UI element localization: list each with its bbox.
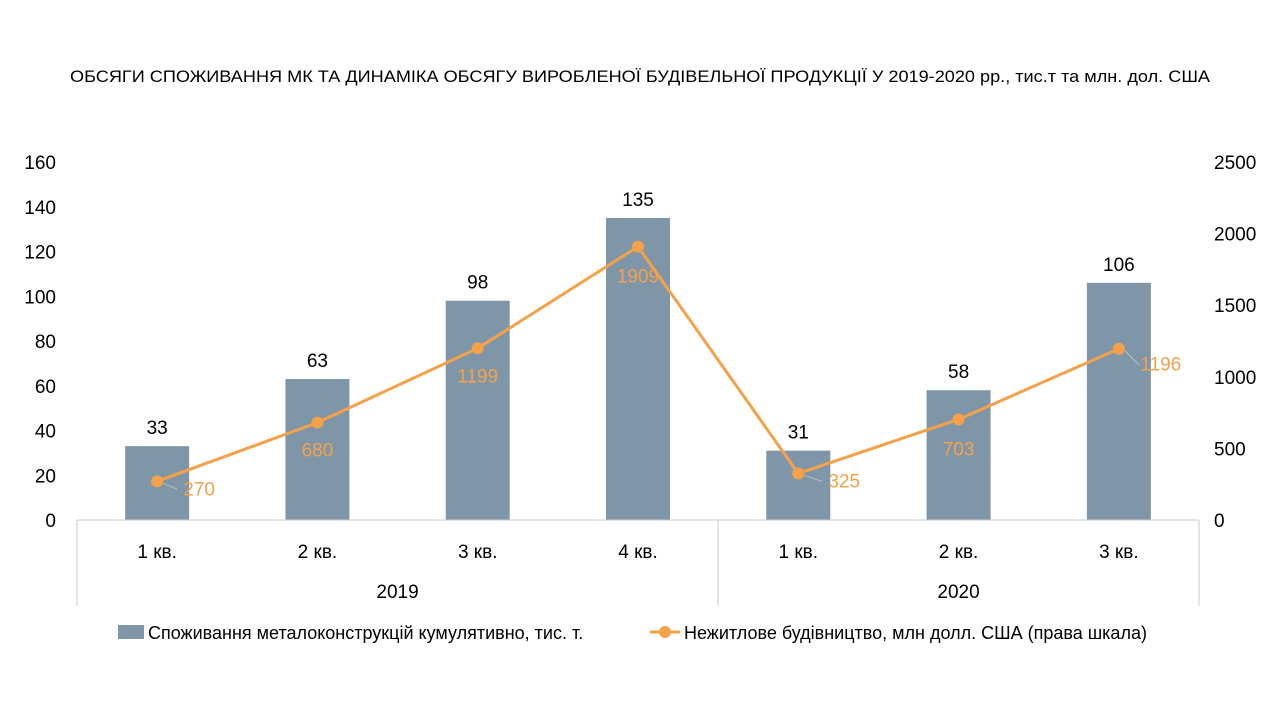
line-value-label: 1909	[617, 267, 659, 288]
bar-value-label: 33	[147, 418, 168, 439]
legend-bar-swatch	[118, 625, 144, 639]
x-group-label: 2020	[937, 582, 979, 603]
y-left-tick-label: 60	[35, 377, 56, 398]
bar-value-label: 98	[467, 273, 488, 294]
legend-bar-label: Споживання металоконструкцій кумулятивно…	[148, 623, 583, 643]
y-left-tick-label: 160	[24, 153, 56, 174]
y-left-tick-label: 100	[24, 287, 56, 308]
bar-value-label: 58	[948, 362, 969, 383]
x-category-label: 3 кв.	[458, 542, 498, 563]
bar	[606, 217, 670, 520]
y-right-tick-label: 500	[1214, 439, 1246, 460]
bar	[766, 450, 831, 520]
line-label-leader	[162, 482, 178, 490]
bar-value-label: 106	[1103, 255, 1135, 276]
bar	[445, 300, 510, 520]
y-left-tick-label: 40	[35, 422, 56, 443]
line-value-label: 680	[302, 441, 334, 462]
x-category-label: 3 кв.	[1099, 542, 1139, 563]
y-right-tick-label: 1500	[1214, 296, 1256, 317]
line-label-leader	[1124, 350, 1140, 366]
line-label-leader	[804, 474, 823, 482]
y-right-tick-label: 2500	[1214, 153, 1256, 174]
bar	[926, 390, 991, 520]
bar-value-label: 31	[788, 423, 809, 444]
y-left-tick-label: 20	[35, 466, 56, 487]
line-point	[632, 240, 644, 253]
line-value-label: 325	[828, 471, 860, 492]
x-category-label: 1 кв.	[779, 542, 819, 563]
line-point	[792, 467, 805, 480]
line-point	[471, 342, 484, 355]
line-value-label: 1199	[457, 366, 498, 387]
line-value-label: 1196	[1140, 355, 1181, 376]
line-point	[311, 416, 324, 429]
legend-line-marker	[659, 626, 671, 638]
y-right-tick-label: 0	[1214, 511, 1225, 532]
line-point	[151, 475, 164, 488]
line-value-label: 270	[183, 479, 215, 500]
x-category-label: 1 кв.	[137, 542, 177, 563]
y-right-tick-label: 2000	[1214, 225, 1256, 246]
bar	[285, 379, 350, 520]
line-value-label: 703	[943, 439, 975, 460]
line-point	[1112, 342, 1125, 355]
legend-line-label: Нежитлове будівництво, млн долл. США (пр…	[684, 623, 1147, 643]
y-left-tick-label: 120	[24, 243, 56, 264]
x-group-label: 2019	[376, 582, 418, 603]
y-right-tick-label: 1000	[1214, 368, 1256, 389]
x-category-label: 2 кв.	[939, 542, 979, 563]
y-left-tick-label: 140	[24, 198, 56, 219]
chart-title: ОБСЯГИ СПОЖИВАННЯ МК ТА ДИНАМІКА ОБСЯГУ …	[70, 67, 1211, 86]
x-category-label: 4 кв.	[618, 542, 658, 563]
bar-value-label: 135	[622, 190, 654, 211]
y-left-tick-label: 0	[45, 511, 56, 532]
line-point	[952, 413, 965, 426]
y-left-tick-label: 80	[35, 332, 56, 353]
bar-value-label: 63	[307, 351, 328, 372]
bar	[1086, 282, 1151, 520]
x-category-label: 2 кв.	[298, 542, 338, 563]
